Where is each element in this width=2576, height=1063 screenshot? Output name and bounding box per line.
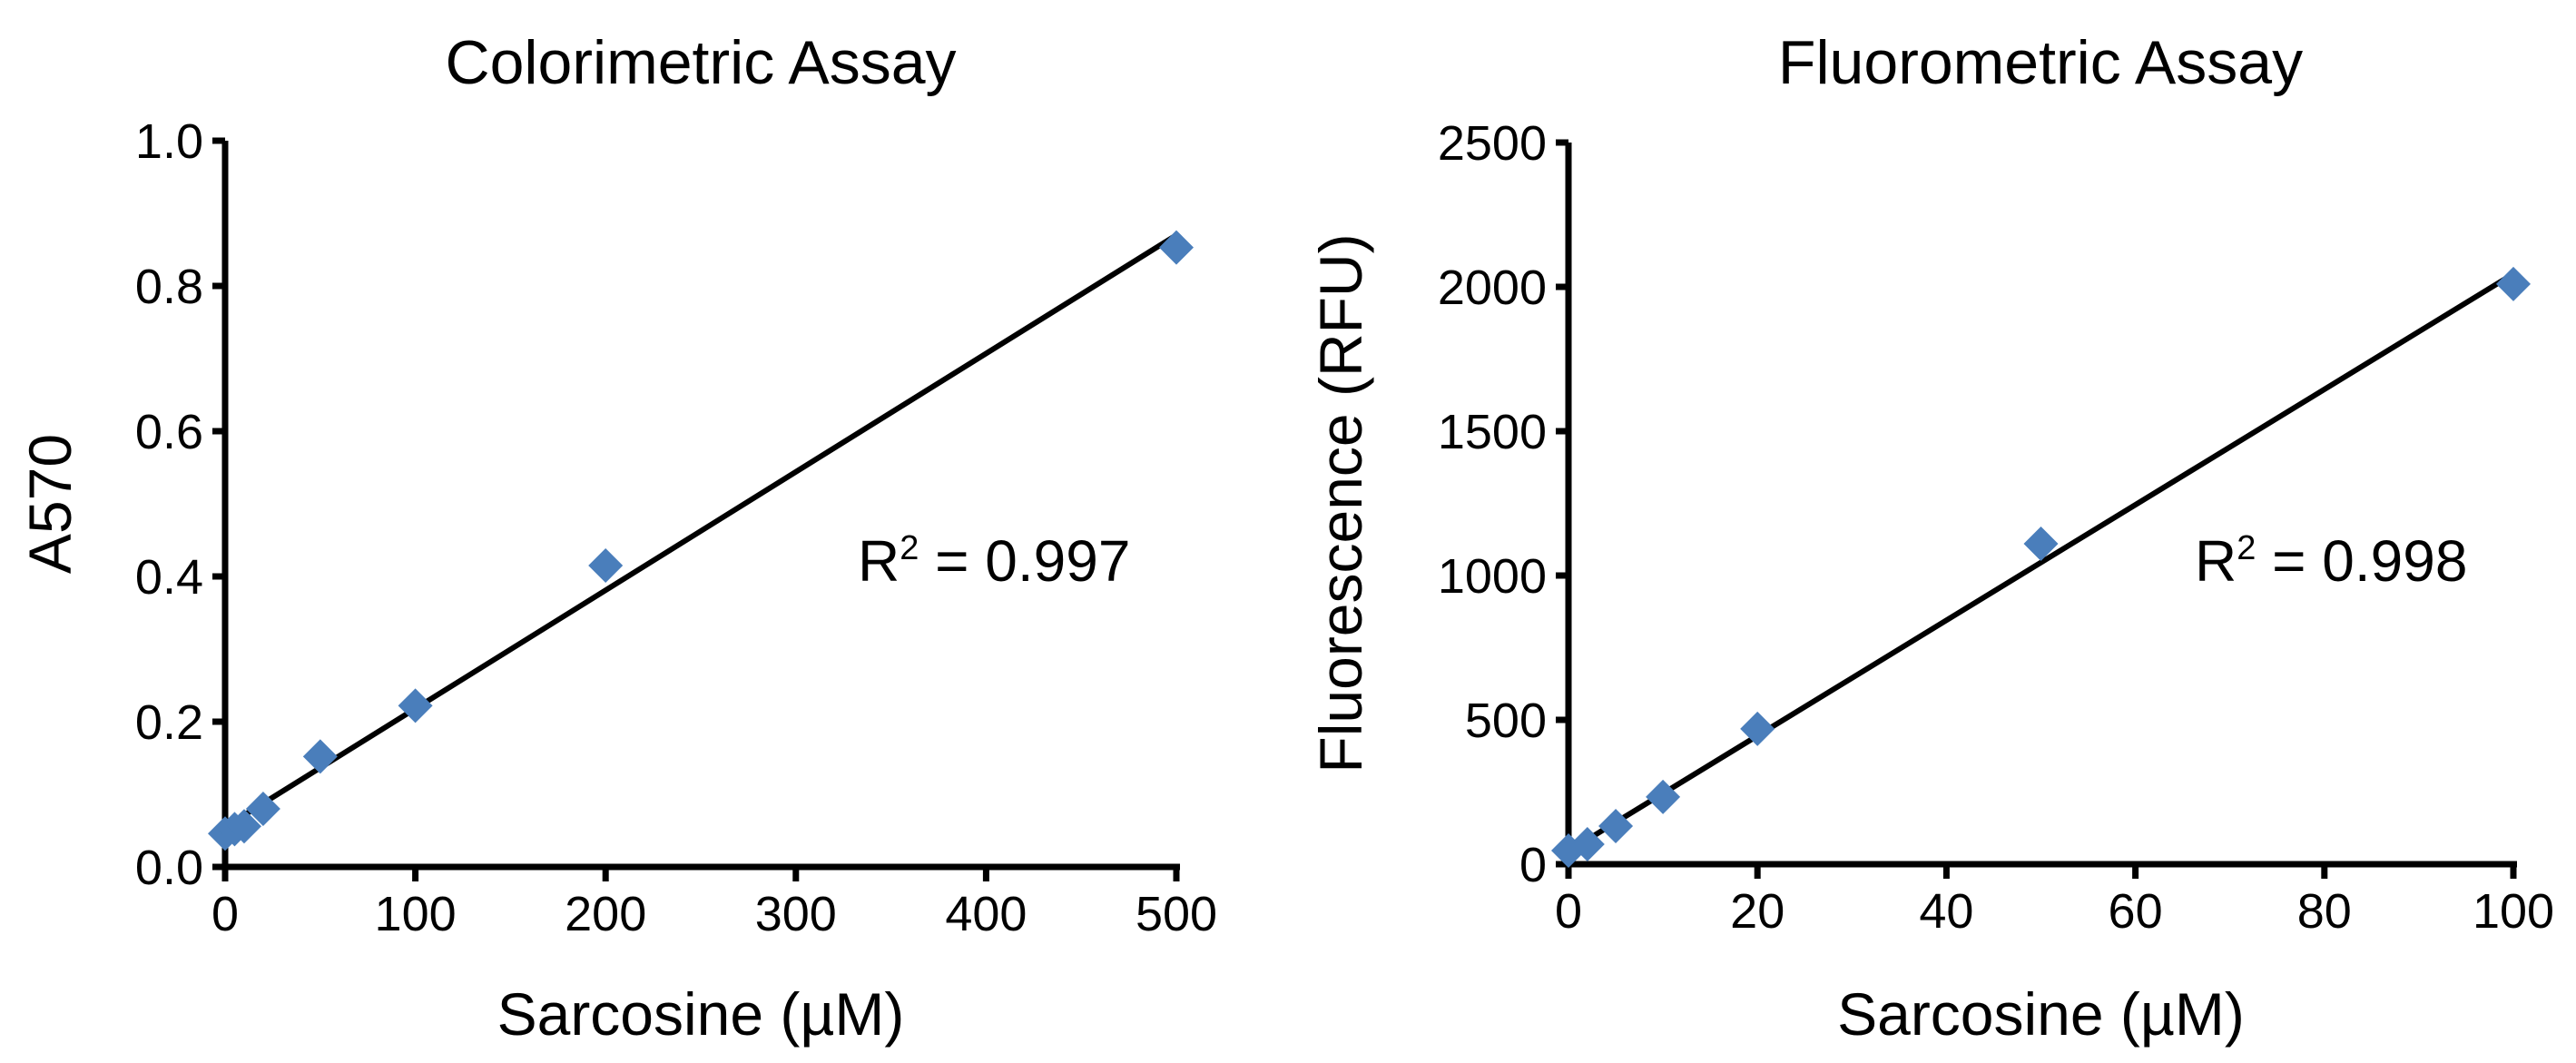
y-tick-label: 0 — [1519, 838, 1547, 892]
data-point — [588, 548, 624, 583]
x-tick-label: 200 — [565, 887, 646, 941]
data-point — [302, 739, 338, 774]
r-squared-value: = 0.997 — [919, 528, 1130, 594]
x-tick-label: 400 — [945, 887, 1027, 941]
r-squared-superscript: 2 — [2237, 529, 2256, 567]
x-tick-label: 100 — [375, 887, 457, 941]
y-tick-label: 1500 — [1438, 405, 1547, 459]
y-tick-label: 0.2 — [135, 695, 203, 750]
chart-panel-2: Fluorometric Assay 0 500 1000 1500 2000 2500 0 2… — [1307, 28, 2554, 1048]
r-squared-prefix: R — [2195, 528, 2237, 594]
data-point — [226, 809, 261, 844]
x-tick-label: 0 — [211, 887, 239, 941]
y-tick-label: 0.8 — [135, 260, 203, 314]
x-axis-label: Sarcosine (µM) — [497, 980, 905, 1048]
data-point — [1598, 809, 1634, 844]
data-point — [2023, 527, 2059, 562]
y-tick-label: 0.6 — [135, 405, 203, 459]
data-point — [245, 792, 280, 826]
y-tick-label: 1.0 — [135, 114, 203, 169]
r-squared-annotation: R2 = 0.998 — [2195, 528, 2467, 594]
x-axis-label: Sarcosine (µM) — [1837, 980, 2245, 1048]
trendline — [1567, 271, 2515, 854]
r-squared-annotation: R2 = 0.997 — [858, 528, 1130, 594]
y-tick-label: 0.4 — [135, 550, 203, 605]
y-tick-label: 2000 — [1438, 261, 1547, 315]
chart-panel-1: Colorimetric Assay 0.0 0.2 0.4 0.6 0.8 1.0 0 100… — [16, 28, 1217, 1048]
chart-title: Colorimetric Assay — [445, 28, 956, 97]
x-tick-label: 0 — [1555, 884, 1582, 939]
data-point — [2496, 266, 2531, 301]
y-tick-label: 500 — [1465, 694, 1547, 748]
data-point — [1740, 711, 1775, 746]
x-tick-label: 100 — [2473, 884, 2554, 939]
y-tick-label: 2500 — [1438, 116, 1547, 171]
x-tick-label: 300 — [755, 887, 837, 941]
x-tick-label: 40 — [1919, 884, 1973, 939]
chart-title: Fluorometric Assay — [1778, 28, 2303, 97]
y-tick-label: 0.0 — [135, 841, 203, 895]
x-tick-label: 60 — [2109, 884, 2163, 939]
data-point — [398, 688, 433, 723]
x-tick-label: 500 — [1136, 887, 1217, 941]
y-axis-label: A570 — [16, 434, 84, 574]
r-squared-superscript: 2 — [900, 529, 919, 567]
r-squared-value: = 0.998 — [2256, 528, 2467, 594]
data-point — [1646, 779, 1681, 814]
y-tick-label: 1000 — [1438, 549, 1547, 604]
r-squared-prefix: R — [858, 528, 900, 594]
x-tick-label: 20 — [1730, 884, 1785, 939]
trendline — [223, 232, 1178, 830]
data-point — [1159, 230, 1194, 265]
data-point — [1569, 827, 1605, 862]
y-axis-label: Fluorescence (RFU) — [1307, 233, 1374, 773]
x-tick-label: 80 — [2297, 884, 2352, 939]
